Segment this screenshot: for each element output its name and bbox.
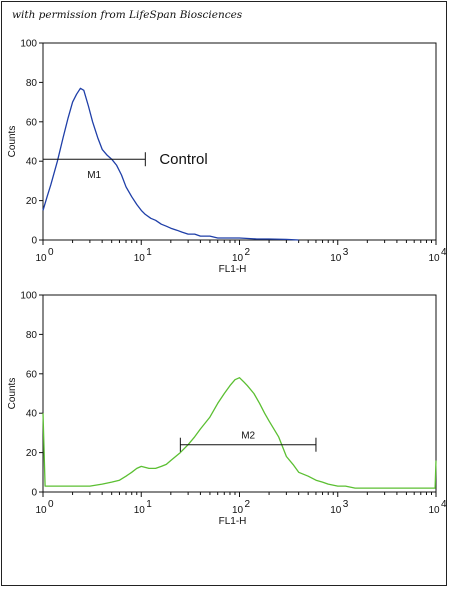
x-tick-label: 10 (330, 505, 342, 516)
x-tick-exponent: 4 (441, 247, 447, 258)
x-tick-exponent: 3 (343, 499, 349, 510)
x-tick-label: 10 (232, 505, 244, 516)
y-tick-label: 60 (26, 117, 38, 128)
gate-marker-label: M2 (241, 431, 255, 442)
y-tick-label: 80 (26, 330, 38, 341)
x-axis-title: FL1-H (219, 516, 247, 527)
x-tick-label: 10 (330, 253, 342, 264)
gate-marker-label: M1 (87, 170, 101, 181)
histogram-series-line (42, 87, 299, 241)
x-axis-title: FL1-H (219, 264, 247, 275)
x-tick-label: 10 (232, 253, 244, 264)
x-tick-exponent: 0 (48, 247, 54, 258)
x-tick-exponent: 2 (245, 499, 251, 510)
y-axis-title: Counts (7, 378, 18, 410)
x-tick-exponent: 1 (146, 247, 152, 258)
y-tick-label: 0 (31, 236, 37, 247)
x-tick-exponent: 3 (343, 247, 349, 258)
x-tick-label: 10 (134, 253, 146, 264)
x-tick-label: 10 (428, 505, 440, 516)
y-axis-title: Counts (7, 126, 18, 158)
histogram-panel-1: 020406080100Counts100101102103104FL1-HM1… (7, 39, 447, 276)
x-tick-exponent: 1 (146, 499, 152, 510)
y-tick-label: 40 (26, 409, 38, 420)
x-tick-exponent: 2 (245, 247, 251, 258)
histogram-series-line (42, 377, 437, 489)
x-tick-exponent: 4 (441, 499, 447, 510)
x-tick-label: 10 (35, 253, 47, 264)
x-tick-label: 10 (35, 505, 47, 516)
y-tick-label: 60 (26, 369, 38, 380)
plot-frame (42, 294, 437, 493)
y-tick-label: 0 (31, 488, 37, 499)
y-tick-label: 20 (26, 196, 38, 207)
x-tick-exponent: 0 (48, 499, 54, 510)
y-tick-label: 100 (20, 39, 37, 50)
y-tick-label: 100 (20, 291, 37, 302)
x-tick-label: 10 (428, 253, 440, 264)
y-tick-label: 40 (26, 157, 38, 168)
annotation-label: Control (159, 151, 207, 168)
x-tick-label: 10 (134, 505, 146, 516)
y-tick-label: 20 (26, 448, 38, 459)
y-tick-label: 80 (26, 78, 38, 89)
watermark: with permission from LifeSpan Bioscience… (12, 9, 243, 21)
plot-frame (42, 42, 437, 241)
